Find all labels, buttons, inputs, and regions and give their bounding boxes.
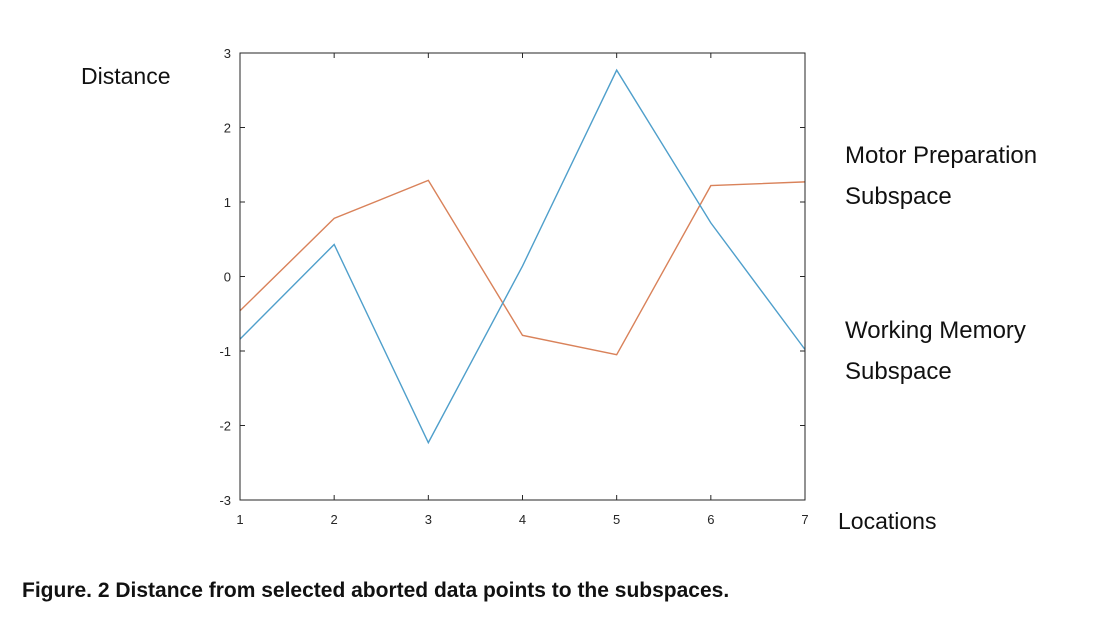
y-axis-label: Distance bbox=[81, 63, 171, 89]
y-tick-label: -2 bbox=[219, 419, 231, 434]
axis-ticks: 1 2 3 4 5 6 7 -3 -2 -1 0 1 2 3 bbox=[219, 46, 808, 527]
x-tick-label: 3 bbox=[425, 512, 432, 527]
plot-lines bbox=[239, 68, 806, 445]
y-tick-label: 0 bbox=[224, 270, 231, 285]
y-tick-label: 1 bbox=[224, 195, 231, 210]
figure-caption: Figure. 2 Distance from selected aborted… bbox=[22, 579, 730, 602]
x-tick-label: 4 bbox=[519, 512, 526, 527]
y-tick-label: -3 bbox=[219, 493, 231, 508]
x-tick-label: 6 bbox=[707, 512, 714, 527]
series-line-working-memory-subspace bbox=[239, 68, 806, 445]
x-tick-label: 1 bbox=[236, 512, 243, 527]
series-line-motor-preparation-subspace bbox=[239, 179, 806, 356]
y-tick-label: -1 bbox=[219, 344, 231, 359]
x-axis-label: Locations bbox=[838, 508, 937, 534]
legend-working-memory: Working Memory Subspace bbox=[845, 317, 1026, 385]
y-tick-label: 3 bbox=[224, 46, 231, 61]
y-tick-label: 2 bbox=[224, 121, 231, 136]
x-tick-label: 2 bbox=[331, 512, 338, 527]
legend-motor-preparation: Motor Preparation Subspace bbox=[845, 142, 1038, 210]
x-tick-label: 7 bbox=[801, 512, 808, 527]
x-tick-label: 5 bbox=[613, 512, 620, 527]
plot-frame bbox=[239, 52, 806, 501]
